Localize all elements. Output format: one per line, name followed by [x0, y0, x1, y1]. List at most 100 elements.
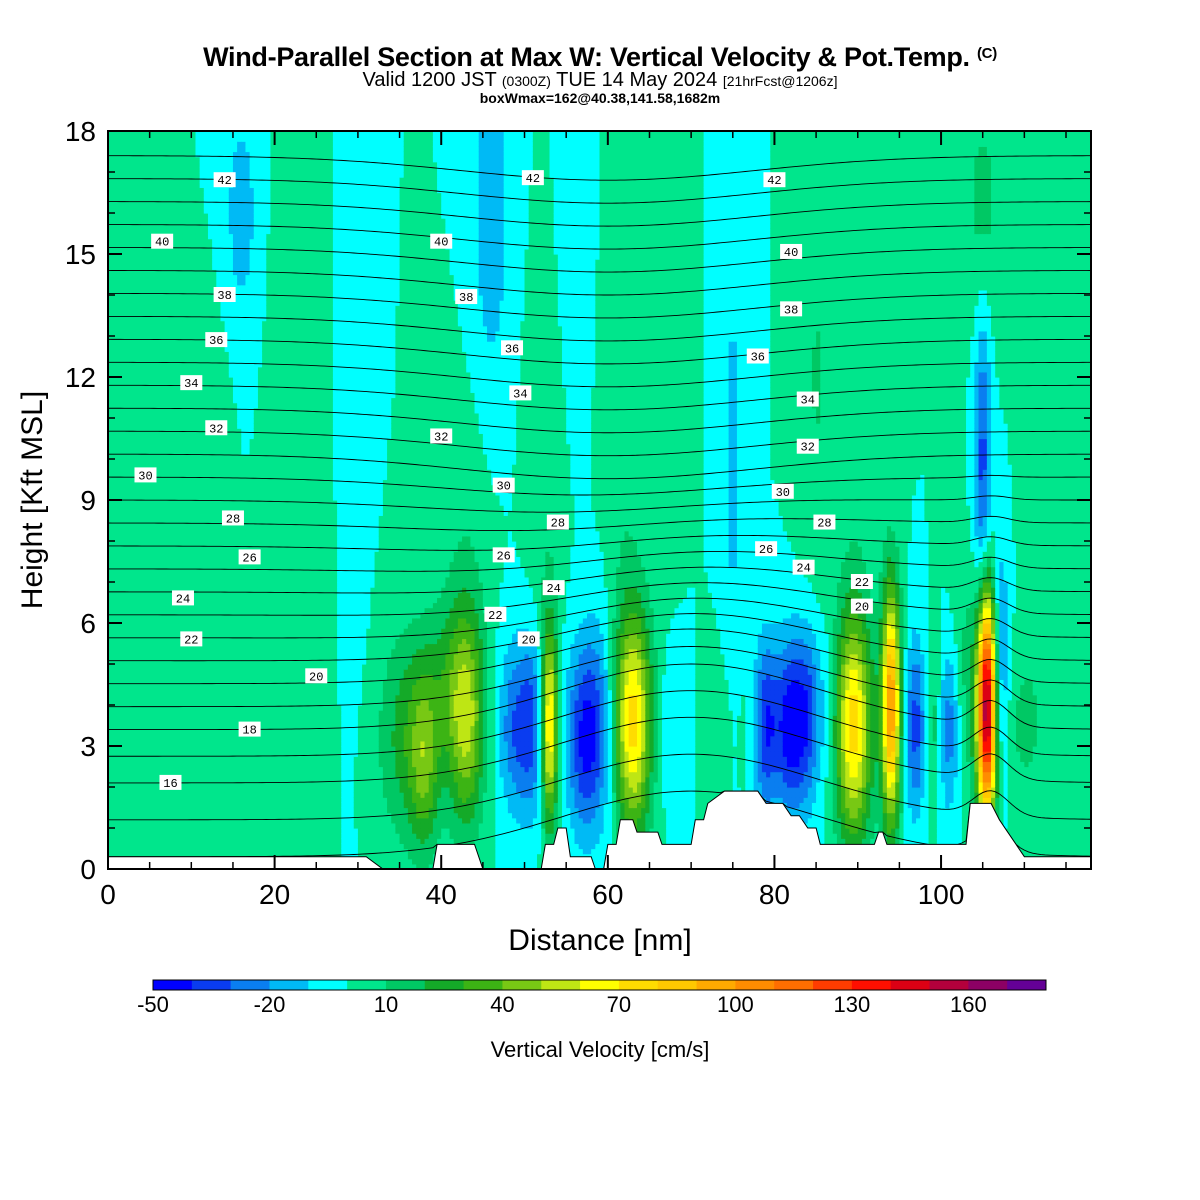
theta-contour-line — [108, 550, 1091, 572]
colorbar-swatch — [463, 980, 503, 990]
colorbar-swatch — [347, 980, 387, 990]
theta-contour-label: 32 — [205, 420, 228, 436]
theta-contour-line — [108, 753, 1091, 821]
theta-contour-label: 30 — [492, 477, 515, 494]
colorbar-tick-label: -20 — [254, 992, 286, 1017]
x-tick-label: 0 — [100, 879, 116, 910]
colorbar-swatch — [580, 980, 620, 990]
theta-contour-line — [108, 155, 1091, 181]
colorbar-swatch — [735, 980, 775, 990]
theta-contour-line — [108, 628, 1091, 685]
theta-contour-label: 18 — [238, 721, 261, 738]
terrain — [108, 790, 1091, 869]
colorbar-swatch — [230, 980, 270, 990]
colorbar-tick-label: 10 — [374, 992, 398, 1017]
x-tick-label: 20 — [259, 879, 290, 910]
theta-contour-line — [108, 582, 1091, 616]
theta-contour-line — [108, 690, 1091, 757]
y-tick-label: 0 — [80, 854, 96, 885]
colorbar-swatch — [851, 980, 892, 990]
theta-contour-label: 42 — [521, 170, 544, 186]
theta-contour-line — [108, 716, 1091, 784]
chart-title-mark: (C) — [977, 45, 997, 62]
theta-contour-label: 40 — [430, 233, 453, 250]
x-tick-label: 60 — [592, 879, 623, 910]
theta-contour-line — [108, 515, 1091, 532]
colorbar-swatch — [269, 980, 309, 990]
theta-contour-label: 20 — [850, 598, 873, 615]
box-info: boxWmax=162@40.38,141.58,1682m — [0, 90, 1200, 106]
theta-contour-line — [108, 474, 1091, 496]
colorbar-tick-label: 100 — [717, 992, 754, 1017]
x-tick-label: 80 — [759, 879, 790, 910]
colorbar-swatch — [308, 980, 348, 990]
chart-title: Wind-Parallel Section at Max W: Vertical… — [0, 42, 1200, 73]
colorbar-swatch — [929, 980, 969, 990]
theta-contour-label: 22 — [180, 631, 203, 647]
colorbar-swatch — [1007, 980, 1047, 990]
colorbar-tick-label: 160 — [950, 992, 987, 1017]
theta-contour-line — [108, 315, 1091, 342]
y-axis-label: Height [Kft MSL] — [16, 391, 49, 609]
theta-contour-line — [108, 247, 1091, 273]
colorbar-swatch — [385, 980, 426, 990]
colorbar-swatch — [153, 980, 193, 990]
theta-contour-line — [108, 613, 1091, 662]
theta-contour-label: 38 — [780, 301, 803, 317]
theta-contour-label: 28 — [221, 510, 244, 526]
theta-contour-label: 32 — [796, 438, 819, 455]
chart-title-text: Wind-Parallel Section at Max W: Vertical… — [203, 42, 970, 72]
theta-contour-label: 32 — [430, 428, 453, 444]
x-tick-label: 100 — [918, 879, 965, 910]
colorbar-swatch — [657, 980, 698, 990]
colorbar-swatch — [191, 980, 232, 990]
colorbar-tick-label: 40 — [490, 992, 514, 1017]
colorbar-swatch — [541, 980, 581, 990]
valid-date: TUE 14 May 2024 — [556, 69, 717, 91]
theta-contour-label: 24 — [542, 580, 565, 596]
theta-contour-label: 42 — [213, 172, 236, 188]
theta-contour-label: 20 — [517, 631, 540, 647]
colorbar-swatch — [618, 980, 659, 990]
theta-contour-label: 30 — [771, 483, 794, 500]
theta-contour-label: 36 — [501, 340, 524, 356]
theta-contour-line — [108, 361, 1091, 388]
valid-utc: (0300Z) — [502, 73, 551, 89]
theta-contour-label: 26 — [755, 541, 778, 557]
theta-contour-label: 28 — [813, 514, 836, 531]
colorbar-swatch — [774, 980, 814, 990]
colorbar-swatch — [424, 980, 465, 990]
theta-contour-label: 34 — [796, 391, 819, 408]
theta-contour-label: 30 — [134, 467, 157, 483]
theta-contour-label: 22 — [850, 574, 873, 590]
theta-contour-line — [108, 566, 1091, 594]
valid-time-line: Valid 1200 JST (0300Z) TUE 14 May 2024 [… — [0, 69, 1200, 92]
y-tick-label: 15 — [65, 239, 96, 270]
colorbar-tick-label: 130 — [834, 992, 871, 1017]
colorbar-swatch — [813, 980, 853, 990]
theta-contour-label: 24 — [792, 559, 815, 576]
theta-contour-label: 40 — [151, 233, 174, 250]
theta-contour-line — [108, 597, 1091, 639]
valid-prefix: Valid 1200 JST — [363, 69, 497, 91]
theta-contour-label: 26 — [492, 547, 515, 563]
theta-contour-line — [108, 407, 1091, 434]
theta-contour-label: 20 — [305, 668, 328, 684]
colorbar-swatch — [968, 980, 1008, 990]
colorbar-tick-label: -50 — [137, 992, 169, 1017]
theta-contour-line — [108, 534, 1091, 551]
colorbar-tick-label: 70 — [607, 992, 631, 1017]
colorbar-swatch — [696, 980, 736, 990]
theta-contour-line — [108, 384, 1091, 411]
theta-contour-label: 34 — [509, 385, 532, 401]
theta-contour-label: 34 — [180, 375, 203, 391]
colorbar-swatch — [890, 980, 931, 990]
vertical-velocity-field — [108, 131, 1091, 869]
y-tick-label: 3 — [80, 731, 96, 762]
theta-contour-line — [108, 338, 1091, 365]
theta-contour-line — [108, 224, 1091, 250]
y-tick-label: 6 — [80, 608, 96, 639]
forecast-info: [21hrFcst@1206z] — [723, 73, 838, 89]
